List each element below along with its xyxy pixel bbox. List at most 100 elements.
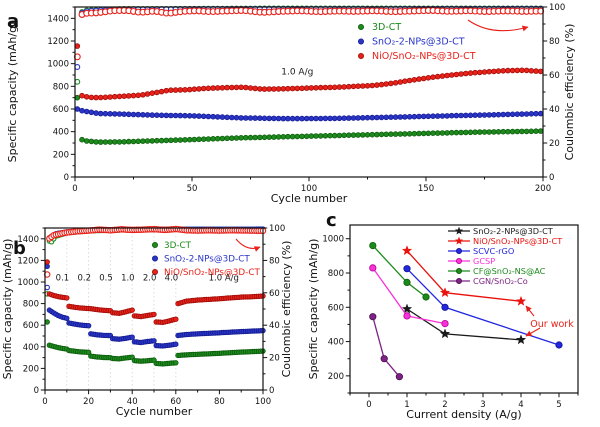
data-point <box>406 77 413 84</box>
data-point <box>266 115 273 122</box>
x-tick-label: 0 <box>42 397 47 407</box>
data-point <box>126 93 132 99</box>
data-point <box>168 112 174 119</box>
data-point <box>403 278 411 287</box>
data-point <box>481 69 488 75</box>
y-tick-label: 800 <box>53 82 69 92</box>
data-point <box>369 313 377 321</box>
data-point <box>467 112 474 119</box>
annotation-text: 0.2 <box>77 273 91 283</box>
data-point <box>476 69 483 76</box>
data-point <box>130 111 137 118</box>
legend-label: 3D-CT <box>164 241 192 251</box>
data-point <box>116 139 123 145</box>
data-point <box>151 242 158 249</box>
data-point <box>537 68 544 75</box>
y2-tick-label: 40 <box>549 105 560 115</box>
data-point <box>500 68 507 74</box>
data-point <box>374 114 380 121</box>
legend-label: CF@SnO₂-NS@AC <box>473 266 546 276</box>
y2-tick-label: 20 <box>549 139 560 149</box>
annotation-text: 1.0 <box>121 273 135 283</box>
data-point <box>224 84 230 91</box>
data-point <box>355 83 361 89</box>
data-point <box>369 264 377 272</box>
data-point <box>289 133 296 140</box>
data-point <box>455 258 462 265</box>
legend-label: NiO/SnO₂-NPs@3D-CT <box>473 236 563 246</box>
data-point <box>112 111 118 117</box>
data-point <box>505 67 511 74</box>
y-tick-label: 200 <box>23 364 39 374</box>
data-point <box>294 85 301 92</box>
legend-label: NiO/SnO₂-NPs@3D-CT <box>372 51 476 62</box>
data-point <box>154 137 160 144</box>
data-point <box>210 136 216 142</box>
data-point <box>533 110 539 117</box>
data-point <box>455 248 462 255</box>
data-point <box>313 133 319 139</box>
data-point <box>280 115 287 122</box>
x-tick-label: 200 <box>535 184 551 194</box>
annotation-arrow <box>467 19 529 32</box>
data-point <box>462 129 469 136</box>
annotation-text: 4.0 <box>165 273 179 283</box>
data-point <box>173 341 179 347</box>
y-axis-label: Specific capacity (mAh/g) <box>6 22 19 163</box>
data-point <box>380 355 388 363</box>
data-point <box>85 322 92 329</box>
data-point <box>266 134 273 141</box>
data-point <box>350 132 357 138</box>
data-point <box>383 81 390 87</box>
data-point <box>289 85 296 92</box>
data-point <box>191 113 198 119</box>
data-point <box>425 113 432 120</box>
data-point <box>257 115 263 121</box>
data-point <box>149 112 156 118</box>
data-point <box>402 114 408 120</box>
data-point <box>172 137 179 143</box>
data-point <box>350 115 357 121</box>
x-tick-label: 100 <box>255 397 271 407</box>
y2-tick-label: 20 <box>269 354 280 364</box>
data-point <box>289 115 296 122</box>
data-point <box>392 80 399 86</box>
data-point <box>112 139 118 145</box>
data-point <box>406 114 413 120</box>
data-point <box>140 112 146 118</box>
y-tick-label: 600 <box>23 321 39 331</box>
data-point <box>359 83 366 89</box>
data-point <box>317 133 324 139</box>
data-point <box>247 134 254 141</box>
data-point <box>454 226 464 235</box>
x-tick-label: 3 <box>480 400 485 410</box>
data-point <box>467 129 474 136</box>
data-point <box>403 312 411 320</box>
annotation-text: 0.5 <box>99 273 113 283</box>
y2-tick-label: 60 <box>269 289 280 299</box>
data-point <box>261 86 268 92</box>
data-point <box>327 115 333 122</box>
annotation-text: 1.0 A/g <box>209 273 239 283</box>
data-point <box>140 138 146 145</box>
data-point <box>422 293 430 301</box>
data-point <box>200 85 207 92</box>
data-point <box>364 114 371 121</box>
data-point <box>275 115 282 122</box>
data-point <box>523 67 530 74</box>
data-point <box>533 128 539 135</box>
data-point <box>121 111 127 117</box>
data-point <box>196 86 202 92</box>
data-point <box>395 373 404 381</box>
data-point <box>151 255 158 262</box>
data-point <box>357 53 364 60</box>
data-point <box>224 114 230 121</box>
y-axis-label: Specific capacity (mAh/g) <box>307 239 320 380</box>
data-point <box>168 87 174 93</box>
data-point <box>261 115 268 122</box>
y2-tick-label: 40 <box>269 321 280 331</box>
data-point <box>369 241 377 250</box>
data-point <box>186 113 193 119</box>
data-point <box>83 94 90 100</box>
data-point <box>533 68 539 74</box>
